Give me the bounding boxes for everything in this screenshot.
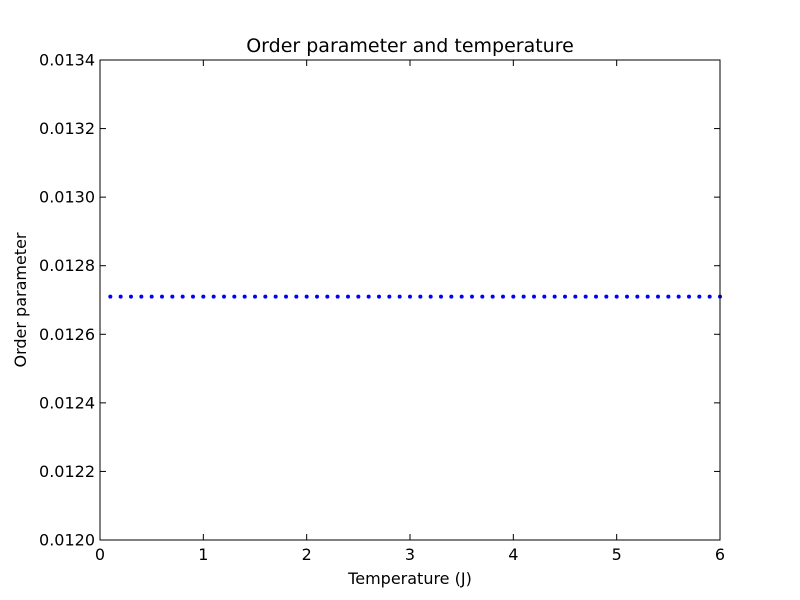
data-point <box>377 294 381 299</box>
data-points <box>108 294 722 299</box>
data-point <box>635 294 640 299</box>
data-point <box>439 294 443 299</box>
data-point <box>490 294 495 299</box>
data-point <box>645 294 650 299</box>
data-point <box>707 294 712 299</box>
x-axis-title: Temperature (J) <box>347 569 472 588</box>
x-tick-label: 6 <box>715 545 725 564</box>
data-point <box>170 294 175 299</box>
data-point <box>501 294 505 299</box>
data-point <box>118 294 123 299</box>
data-point <box>552 294 557 299</box>
data-point <box>470 294 474 299</box>
data-point <box>191 294 195 299</box>
y-tick-label: 0.0124 <box>39 393 95 412</box>
data-point <box>397 294 402 299</box>
data-point <box>366 294 371 299</box>
data-point <box>614 294 619 299</box>
data-point <box>294 294 299 299</box>
data-point <box>232 294 237 299</box>
data-point <box>108 294 113 299</box>
y-tick-label: 0.0130 <box>39 188 95 207</box>
data-point <box>594 294 598 299</box>
data-point <box>687 294 691 299</box>
data-point <box>335 294 340 299</box>
x-tick-label: 2 <box>302 545 312 564</box>
data-point <box>511 294 516 299</box>
x-axis: 0 1 2 3 4 5 6 <box>95 60 725 564</box>
data-point <box>139 294 144 299</box>
data-point <box>666 294 671 299</box>
y-axis: 0.0120 0.0122 0.0124 0.0126 0.0128 0.0130 0.01… <box>39 51 720 550</box>
data-point <box>428 294 433 299</box>
data-point <box>129 294 133 299</box>
data-point <box>304 294 309 299</box>
data-point <box>408 294 412 299</box>
x-tick-label: 0 <box>95 545 105 564</box>
data-point <box>449 294 454 299</box>
data-point <box>459 294 464 299</box>
y-tick-label: 0.0134 <box>39 51 95 70</box>
y-tick-label: 0.0122 <box>39 462 95 481</box>
data-point <box>160 294 164 299</box>
data-point <box>697 294 702 299</box>
y-tick-label: 0.0126 <box>39 325 95 344</box>
chart-title: Order parameter and temperature <box>246 35 574 57</box>
y-axis-title: Order parameter <box>11 232 30 367</box>
data-point <box>315 294 319 299</box>
data-point <box>676 294 681 299</box>
x-tick-label: 3 <box>405 545 415 564</box>
data-point <box>480 294 485 299</box>
data-point <box>625 294 629 299</box>
data-point <box>180 294 185 299</box>
data-point <box>583 294 588 299</box>
data-point <box>325 294 330 299</box>
data-point <box>222 294 226 299</box>
data-point <box>201 294 206 299</box>
y-tick-label: 0.0128 <box>39 256 95 275</box>
y-tick-label: 0.0132 <box>39 119 95 138</box>
x-tick-label: 5 <box>612 545 622 564</box>
data-point <box>563 294 567 299</box>
data-point <box>149 294 154 299</box>
data-point <box>532 294 536 299</box>
data-point <box>387 294 392 299</box>
data-point <box>521 294 526 299</box>
data-point <box>242 294 247 299</box>
data-point <box>284 294 288 299</box>
data-point <box>356 294 361 299</box>
plot-frame <box>99 59 721 541</box>
y-tick-label: 0.0120 <box>39 531 95 550</box>
data-point <box>542 294 547 299</box>
data-point <box>346 294 350 299</box>
data-point <box>604 294 609 299</box>
data-point <box>253 294 257 299</box>
data-point <box>211 294 216 299</box>
data-point <box>263 294 268 299</box>
data-point <box>418 294 423 299</box>
data-point <box>273 294 278 299</box>
x-tick-label: 1 <box>198 545 208 564</box>
x-tick-label: 4 <box>508 545 518 564</box>
data-point <box>573 294 578 299</box>
data-point <box>656 294 660 299</box>
